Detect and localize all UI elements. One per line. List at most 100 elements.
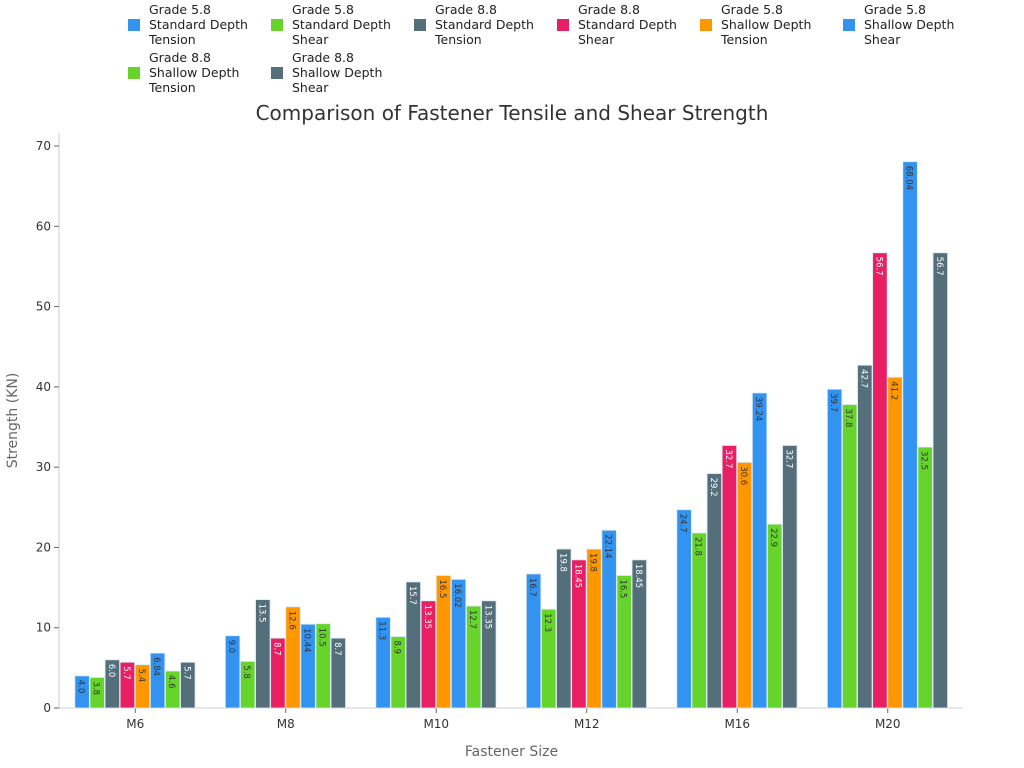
legend-item[interactable]: Grade 5.8 Shallow Depth Shear — [835, 2, 978, 47]
data-label: 5.7 — [181, 666, 191, 680]
bar — [330, 637, 346, 709]
bar — [601, 529, 617, 709]
bar — [556, 548, 572, 709]
bar — [466, 605, 482, 709]
bar — [676, 509, 692, 709]
bar — [300, 623, 316, 709]
bar — [255, 599, 271, 709]
legend-swatch — [557, 18, 569, 31]
bar — [165, 670, 181, 709]
data-label: 22.9 — [768, 528, 778, 547]
legend-item[interactable]: Grade 8.8 Shallow Depth Tension — [120, 50, 263, 95]
data-label: 8.7 — [332, 642, 342, 656]
legend-swatch — [128, 66, 140, 79]
bar — [917, 446, 933, 709]
data-label: 32.5 — [919, 451, 929, 470]
data-label: 8.9 — [392, 641, 402, 655]
bar — [240, 661, 256, 709]
legend-label: Grade 5.8 Shallow Depth Shear — [864, 2, 955, 47]
bar — [902, 161, 918, 709]
bar — [180, 661, 196, 709]
data-label: 9.0 — [226, 640, 236, 654]
data-label: 10.5 — [317, 628, 327, 647]
x-tick-label: M8 — [277, 717, 295, 731]
bar — [315, 623, 331, 709]
legend-swatch — [700, 18, 712, 31]
y-tick-label: 0 — [43, 701, 51, 715]
data-label: 13.35 — [422, 605, 432, 629]
bar — [74, 675, 90, 709]
data-label: 16.5 — [437, 580, 447, 599]
x-axis-title: Fastener Size — [465, 744, 558, 760]
bar — [872, 252, 888, 709]
legend-item[interactable]: Grade 5.8 Shallow Depth Tension — [692, 2, 835, 47]
bar — [616, 575, 632, 709]
legend-item[interactable]: Grade 8.8 Shallow Depth Shear — [263, 50, 406, 95]
legend-label: Grade 8.8 Shallow Depth Shear — [292, 50, 383, 95]
legend-label: Grade 8.8 Standard Depth Shear — [578, 2, 677, 47]
bar — [782, 445, 798, 709]
data-label: 11.3 — [377, 621, 387, 640]
y-tick-label: 50 — [36, 300, 51, 314]
y-tick-label: 10 — [36, 621, 51, 635]
data-label: 6.84 — [151, 657, 161, 676]
data-label: 18.45 — [572, 564, 582, 588]
legend-swatch — [843, 18, 855, 31]
data-label: 4.6 — [166, 675, 176, 689]
bar — [857, 364, 873, 709]
bar — [420, 600, 437, 709]
data-label: 13.5 — [256, 604, 266, 623]
legend-label: Grade 5.8 Shallow Depth Tension — [721, 2, 812, 47]
legend-swatch — [271, 66, 283, 79]
legend-swatch — [271, 18, 283, 31]
data-label: 22.14 — [603, 534, 613, 558]
y-axis-title: Strength (KN) — [5, 373, 21, 469]
bar — [270, 637, 286, 709]
data-label: 32.7 — [783, 449, 793, 468]
legend-item[interactable]: Grade 8.8 Standard Depth Shear — [549, 2, 692, 47]
bar — [450, 578, 467, 709]
bar — [887, 376, 903, 709]
y-tick-label: 30 — [36, 460, 51, 474]
data-label: 30.6 — [738, 466, 748, 485]
legend-label: Grade 5.8 Standard Depth Shear — [292, 2, 391, 47]
bar — [691, 532, 707, 709]
data-label: 8.7 — [271, 642, 281, 656]
bar — [751, 392, 768, 709]
bar — [375, 616, 391, 709]
data-label: 5.7 — [121, 666, 131, 680]
bar — [721, 445, 738, 709]
data-label: 4.0 — [76, 680, 86, 694]
data-label: 56.7 — [873, 257, 883, 276]
legend-item[interactable]: Grade 5.8 Standard Depth Shear — [263, 2, 406, 47]
bar — [541, 608, 557, 709]
bar — [119, 661, 136, 709]
legend-label: Grade 8.8 Shallow Depth Tension — [149, 50, 240, 95]
data-label: 15.7 — [407, 586, 417, 605]
legend-swatch — [414, 18, 426, 31]
data-label: 19.8 — [588, 553, 598, 572]
bar — [826, 388, 843, 709]
data-label: 19.8 — [557, 553, 567, 572]
bar — [224, 635, 241, 709]
data-label: 16.02 — [452, 583, 462, 607]
data-label: 39.7 — [828, 393, 838, 412]
x-tick-label: M20 — [875, 717, 901, 731]
bar — [736, 461, 753, 709]
y-tick-label: 20 — [36, 540, 51, 554]
legend-item[interactable]: Grade 8.8 Standard Depth Tension — [406, 2, 549, 47]
bar — [481, 600, 497, 709]
data-label: 37.8 — [843, 409, 853, 428]
data-label: 29.2 — [708, 478, 718, 497]
data-label: 12.7 — [467, 610, 477, 629]
y-tick-label: 40 — [36, 380, 51, 394]
bar — [89, 677, 105, 709]
data-label: 3.8 — [91, 681, 101, 695]
bar — [104, 659, 120, 709]
data-label: 12.6 — [287, 611, 297, 630]
bar — [525, 573, 542, 709]
bar — [586, 548, 602, 709]
bar — [390, 636, 406, 709]
data-label: 6.0 — [106, 664, 116, 678]
legend-item[interactable]: Grade 5.8 Standard Depth Tension — [120, 2, 263, 47]
